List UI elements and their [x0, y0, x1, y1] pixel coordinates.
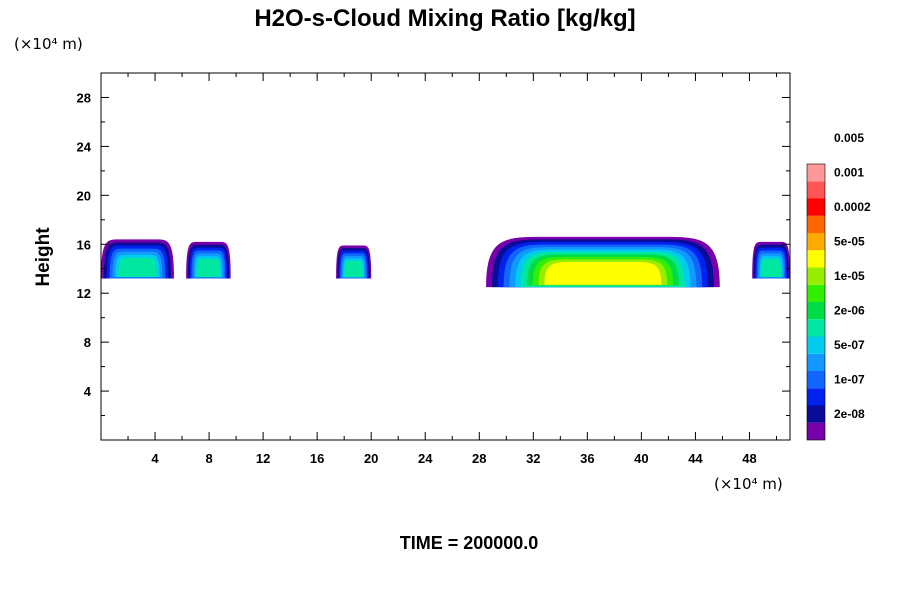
colorbar-swatch [807, 284, 825, 302]
x-tick-label: 20 [364, 451, 378, 466]
colorbar-label: 1e-05 [834, 269, 865, 283]
cloud-d [486, 236, 720, 288]
x-tick-label: 40 [634, 451, 648, 466]
colorbar-swatch [807, 233, 825, 251]
x-tick-label: 28 [472, 451, 486, 466]
x-tick-label: 32 [526, 451, 540, 466]
y-tick-label: 24 [77, 139, 92, 154]
y-tick-label: 4 [84, 384, 92, 399]
y-tick-label: 12 [77, 286, 91, 301]
cloud-c [336, 245, 372, 279]
cloud-e [752, 241, 790, 279]
x-tick-label: 16 [310, 451, 324, 466]
x-tick-label: 4 [151, 451, 159, 466]
cloud-b [186, 241, 231, 279]
x-tick-label: 36 [580, 451, 594, 466]
colorbar-swatch [807, 267, 825, 285]
plot-frame [100, 72, 791, 441]
x-tick-label: 12 [256, 451, 270, 466]
colorbar-swatch [807, 181, 825, 199]
contour-band [344, 261, 363, 278]
colorbar: 2e-08 1e-07 5e-07 2e-06 1e-05 5e-05 0.0002 0.00… [806, 131, 871, 441]
colorbar-label: 0.005 [834, 131, 864, 145]
colorbar-label: 5e-07 [834, 338, 865, 352]
colorbar-swatch [807, 336, 825, 354]
x-unit-label: (×10⁴ m) [714, 475, 783, 493]
contour-band [118, 257, 157, 277]
colorbar-label: 2e-06 [834, 304, 865, 318]
y-tick-label: 28 [77, 90, 91, 105]
y-tick-label: 16 [77, 237, 91, 252]
y-tick-label: 20 [77, 188, 91, 203]
time-label: TIME = 200000.0 [400, 533, 539, 553]
colorbar-frame [806, 163, 826, 441]
colorbar-swatch [807, 250, 825, 268]
colorbar-label: 0.001 [834, 166, 864, 180]
contour-band [761, 259, 782, 277]
colorbar-swatch [807, 353, 825, 371]
colorbar-label: 1e-07 [834, 373, 865, 387]
x-tick-label: 48 [742, 451, 756, 466]
colorbar-swatch [807, 371, 825, 389]
cloud-a [101, 239, 174, 279]
colorbar-swatch [807, 164, 825, 182]
x-tick-label: 44 [688, 451, 703, 466]
colorbar-label: 2e-08 [834, 407, 865, 421]
colorbar-swatch [807, 319, 825, 337]
colorbar-swatch [807, 198, 825, 216]
x-tick-label: 24 [418, 451, 433, 466]
colorbar-swatch [807, 302, 825, 320]
y-tick-label: 8 [84, 335, 91, 350]
chart-title: H2O-s-Cloud Mixing Ratio [kg/kg] [254, 5, 635, 32]
colorbar-swatch [807, 422, 825, 440]
x-tick-label: 8 [205, 451, 212, 466]
y-unit-label: (×10⁴ m) [14, 35, 83, 53]
y-axis-label: Height [33, 227, 54, 287]
contour-band [196, 259, 221, 277]
contour-band [544, 262, 662, 285]
colorbar-label: 5e-05 [834, 235, 865, 249]
cloud-field [101, 236, 790, 288]
colorbar-swatch [807, 215, 825, 233]
colorbar-label: 0.0002 [834, 200, 871, 214]
colorbar-swatch [807, 405, 825, 423]
colorbar-swatch [807, 388, 825, 406]
